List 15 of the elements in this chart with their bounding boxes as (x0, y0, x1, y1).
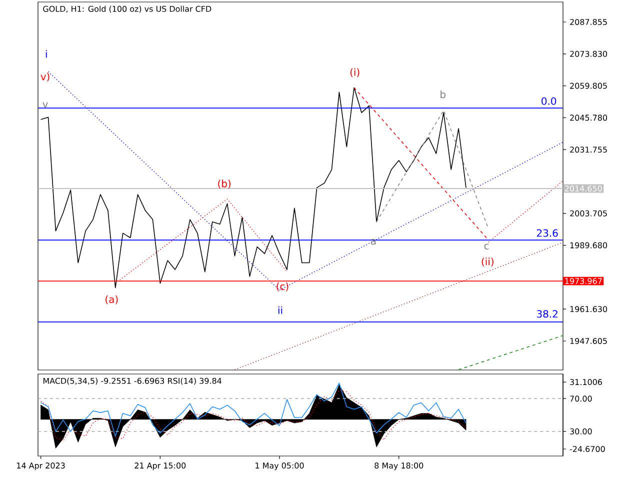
annotation: (c) (276, 282, 288, 292)
annotation: i (46, 50, 47, 58)
annotation: v (42, 102, 48, 108)
annotation: c (484, 244, 489, 250)
annotation: ii (278, 306, 282, 314)
annotation: (i) (350, 68, 360, 78)
annotation: b (440, 90, 446, 98)
annotation: v) (40, 72, 50, 82)
annotation: (a) (106, 295, 118, 304)
annotation: a (371, 238, 376, 245)
annotation: (b) (218, 180, 231, 189)
annotation: 0.0 (542, 97, 556, 105)
annotation: 23.6 (536, 229, 558, 237)
annotation: 38.2 (537, 310, 558, 318)
annotation: (ii) (482, 258, 494, 266)
